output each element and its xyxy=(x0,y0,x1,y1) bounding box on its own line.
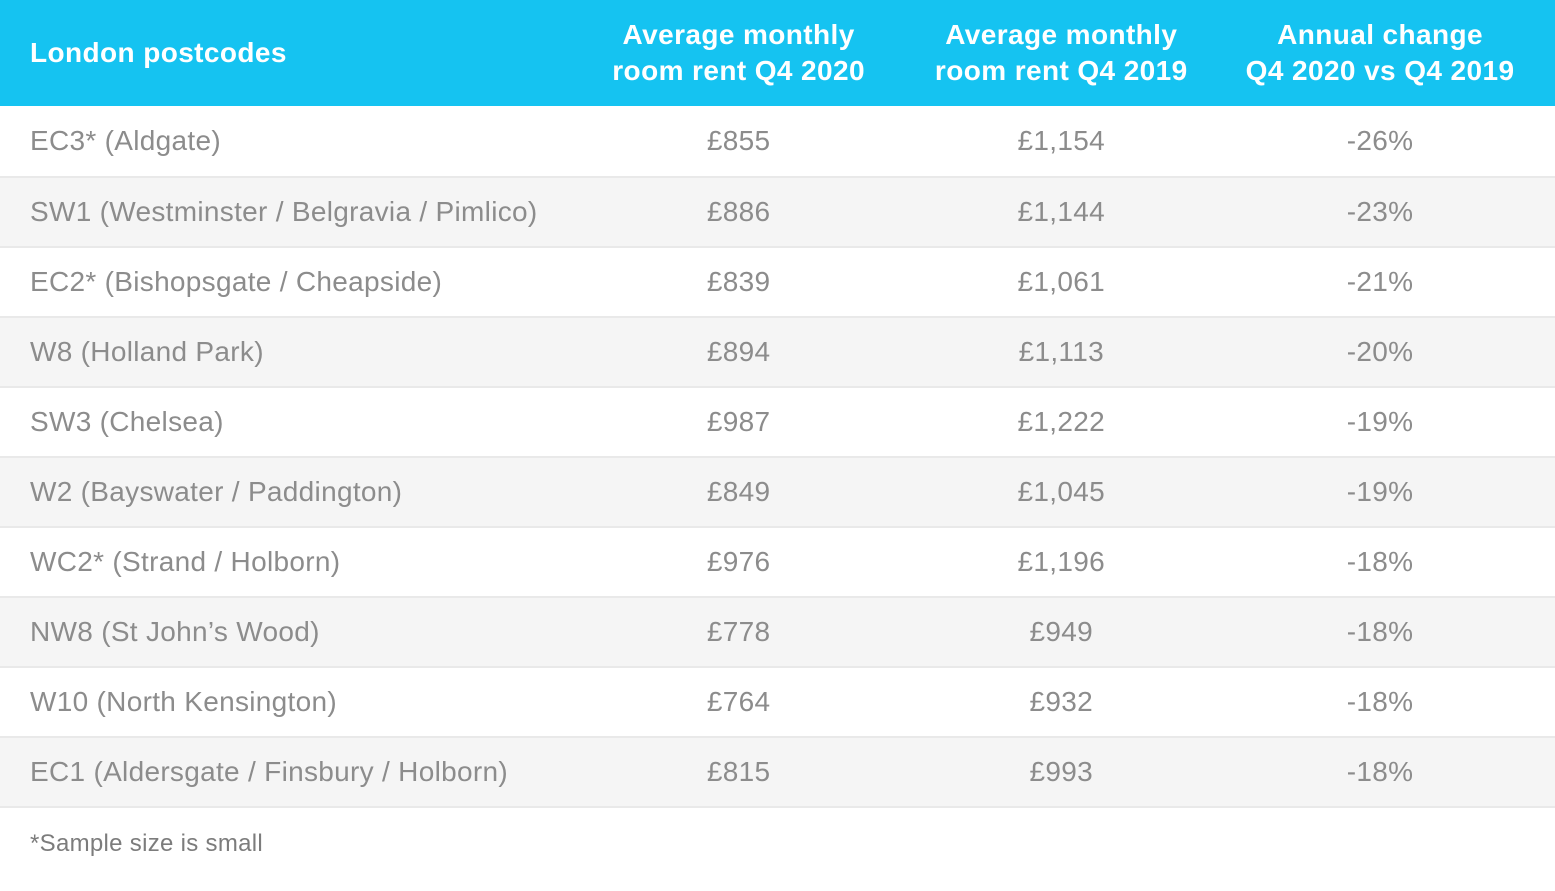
annual-change-cell: -19% xyxy=(1346,406,1414,437)
annual-change-cell: -18% xyxy=(1346,756,1414,787)
rent-2020-cell: £987 xyxy=(706,406,771,437)
column-header-rent-2020: Average monthly room rent Q4 2020 xyxy=(612,19,865,86)
rent-2019-cell: £1,045 xyxy=(1017,476,1105,507)
postcode-cell: SW1 (Westminster / Belgravia / Pimlico) xyxy=(30,196,538,227)
rent-2020-cell: £815 xyxy=(706,756,771,787)
postcode-cell: EC3* (Aldgate) xyxy=(30,125,221,156)
table-header: London postcodes Average monthly room re… xyxy=(0,0,1555,106)
postcode-cell: W8 (Holland Park) xyxy=(30,336,264,367)
annual-change-cell: -23% xyxy=(1346,196,1414,227)
rent-2019-cell: £1,222 xyxy=(1017,406,1105,437)
postcode-cell: WC2* (Strand / Holborn) xyxy=(30,546,341,577)
annual-change-cell: -19% xyxy=(1346,476,1414,507)
rent-2020-cell: £778 xyxy=(706,616,771,647)
rent-2019-cell: £932 xyxy=(1029,686,1094,717)
table-row: W2 (Bayswater / Paddington) £849 £1,045 -19… xyxy=(0,456,1555,526)
table-row: EC2* (Bishopsgate / Cheapside) £839 £1,061… xyxy=(0,246,1555,316)
postcode-cell: EC1 (Aldersgate / Finsbury / Holborn) xyxy=(30,756,508,787)
annual-change-cell: -21% xyxy=(1346,266,1414,297)
table-row: SW1 (Westminster / Belgravia / Pimlico) £… xyxy=(0,176,1555,246)
rent-2020-cell: £764 xyxy=(706,686,771,717)
rent-2019-cell: £1,061 xyxy=(1017,266,1105,297)
rent-2019-cell: £993 xyxy=(1029,756,1094,787)
rent-2019-cell: £1,144 xyxy=(1017,196,1105,227)
annual-change-cell: -26% xyxy=(1346,125,1414,156)
postcode-cell: SW3 (Chelsea) xyxy=(30,406,224,437)
table-row: W8 (Holland Park) £894 £1,113 -20% xyxy=(0,316,1555,386)
table-row: WC2* (Strand / Holborn) £976 £1,196 -18% xyxy=(0,526,1555,596)
table-row: NW8 (St John’s Wood) £778 £949 -18% xyxy=(0,596,1555,666)
annual-change-cell: -20% xyxy=(1346,336,1414,367)
annual-change-cell: -18% xyxy=(1346,616,1414,647)
rent-2019-cell: £949 xyxy=(1029,616,1094,647)
table-row: W10 (North Kensington) £764 £932 -18% xyxy=(0,666,1555,736)
annual-change-cell: -18% xyxy=(1346,546,1414,577)
postcode-cell: NW8 (St John’s Wood) xyxy=(30,616,320,647)
postcode-cell: W2 (Bayswater / Paddington) xyxy=(30,476,403,507)
rent-2020-cell: £976 xyxy=(706,546,771,577)
rent-2019-cell: £1,196 xyxy=(1017,546,1105,577)
rent-2020-cell: £839 xyxy=(706,266,771,297)
table-row: EC3* (Aldgate) £855 £1,154 -26% xyxy=(0,106,1555,176)
footnote: *Sample size is small xyxy=(30,830,264,857)
table-row: SW3 (Chelsea) £987 £1,222 -19% xyxy=(0,386,1555,456)
table-row: EC1 (Aldersgate / Finsbury / Holborn) £81… xyxy=(0,736,1555,806)
rent-2019-cell: £1,154 xyxy=(1017,125,1105,156)
column-header-annual-change: Annual change Q4 2020 vs Q4 2019 xyxy=(1245,19,1515,86)
postcode-cell: EC2* (Bishopsgate / Cheapside) xyxy=(30,266,443,297)
rent-2020-cell: £855 xyxy=(706,125,771,156)
rent-2020-cell: £894 xyxy=(706,336,771,367)
rent-2020-cell: £886 xyxy=(706,196,771,227)
postcode-cell: W10 (North Kensington) xyxy=(30,686,337,717)
table-body: EC3* (Aldgate) £855 £1,154 -26% SW1 (Westmin… xyxy=(0,106,1555,808)
rent-2020-cell: £849 xyxy=(706,476,771,507)
rent-2019-cell: £1,113 xyxy=(1018,336,1104,367)
column-header-rent-2019: Average monthly room rent Q4 2019 xyxy=(934,19,1188,86)
annual-change-cell: -18% xyxy=(1346,686,1414,717)
footnote-area: *Sample size is small xyxy=(0,808,1555,891)
column-header-postcodes: London postcodes xyxy=(30,37,287,69)
